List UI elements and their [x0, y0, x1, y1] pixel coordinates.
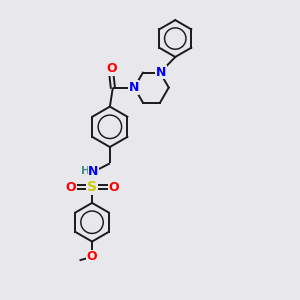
Text: S: S [87, 180, 97, 194]
Text: O: O [108, 181, 119, 194]
Text: N: N [128, 81, 139, 94]
Text: O: O [87, 250, 98, 263]
Text: N: N [88, 165, 99, 178]
Text: N: N [155, 66, 166, 79]
Text: H: H [82, 166, 91, 176]
Text: O: O [65, 181, 76, 194]
Text: O: O [106, 62, 117, 75]
